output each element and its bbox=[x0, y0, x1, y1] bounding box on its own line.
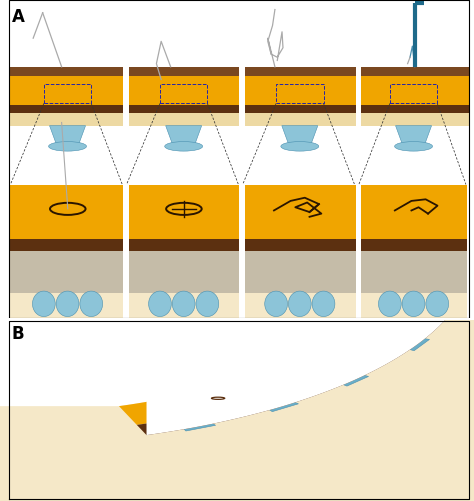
Ellipse shape bbox=[165, 142, 203, 151]
Polygon shape bbox=[146, 273, 472, 435]
Bar bbox=[242, 184, 356, 238]
Bar bbox=[9, 105, 469, 113]
Ellipse shape bbox=[281, 142, 319, 151]
Bar bbox=[242, 238, 356, 252]
Bar bbox=[9, 252, 123, 293]
Polygon shape bbox=[342, 327, 429, 351]
Bar bbox=[358, 238, 467, 252]
Ellipse shape bbox=[426, 291, 448, 317]
Ellipse shape bbox=[149, 291, 172, 317]
Ellipse shape bbox=[378, 291, 401, 317]
Polygon shape bbox=[0, 270, 474, 501]
Polygon shape bbox=[119, 270, 444, 425]
Bar bbox=[126, 252, 239, 293]
Polygon shape bbox=[287, 358, 369, 386]
Bar bbox=[123, 184, 129, 318]
Bar bbox=[9, 184, 123, 238]
Bar bbox=[9, 76, 469, 105]
Text: B: B bbox=[12, 325, 25, 343]
Polygon shape bbox=[49, 126, 86, 146]
Ellipse shape bbox=[264, 291, 287, 317]
Bar bbox=[123, 67, 129, 126]
Bar bbox=[126, 184, 239, 238]
Bar bbox=[358, 293, 467, 318]
Polygon shape bbox=[155, 397, 216, 431]
Bar bbox=[9, 67, 469, 76]
Ellipse shape bbox=[288, 291, 311, 317]
Bar bbox=[9, 238, 123, 252]
Bar bbox=[242, 293, 356, 318]
Ellipse shape bbox=[312, 291, 335, 317]
Bar bbox=[9, 293, 123, 318]
Bar bbox=[358, 252, 467, 293]
Bar bbox=[239, 184, 245, 318]
Ellipse shape bbox=[56, 291, 79, 317]
Polygon shape bbox=[374, 297, 464, 316]
Ellipse shape bbox=[80, 291, 102, 317]
Bar bbox=[239, 67, 245, 126]
Ellipse shape bbox=[402, 291, 425, 317]
Text: A: A bbox=[12, 8, 25, 26]
Polygon shape bbox=[282, 126, 318, 146]
Bar bbox=[356, 67, 361, 126]
Bar bbox=[358, 184, 467, 238]
Bar bbox=[126, 293, 239, 318]
Ellipse shape bbox=[172, 291, 195, 317]
Bar bbox=[356, 184, 361, 318]
Ellipse shape bbox=[48, 142, 86, 151]
Polygon shape bbox=[166, 126, 201, 146]
Bar bbox=[126, 238, 239, 252]
Ellipse shape bbox=[394, 142, 433, 151]
Ellipse shape bbox=[32, 291, 55, 317]
Polygon shape bbox=[226, 380, 299, 412]
Polygon shape bbox=[395, 126, 432, 146]
Bar bbox=[9, 113, 469, 126]
Ellipse shape bbox=[196, 291, 219, 317]
Polygon shape bbox=[137, 272, 472, 435]
Bar bbox=[242, 252, 356, 293]
